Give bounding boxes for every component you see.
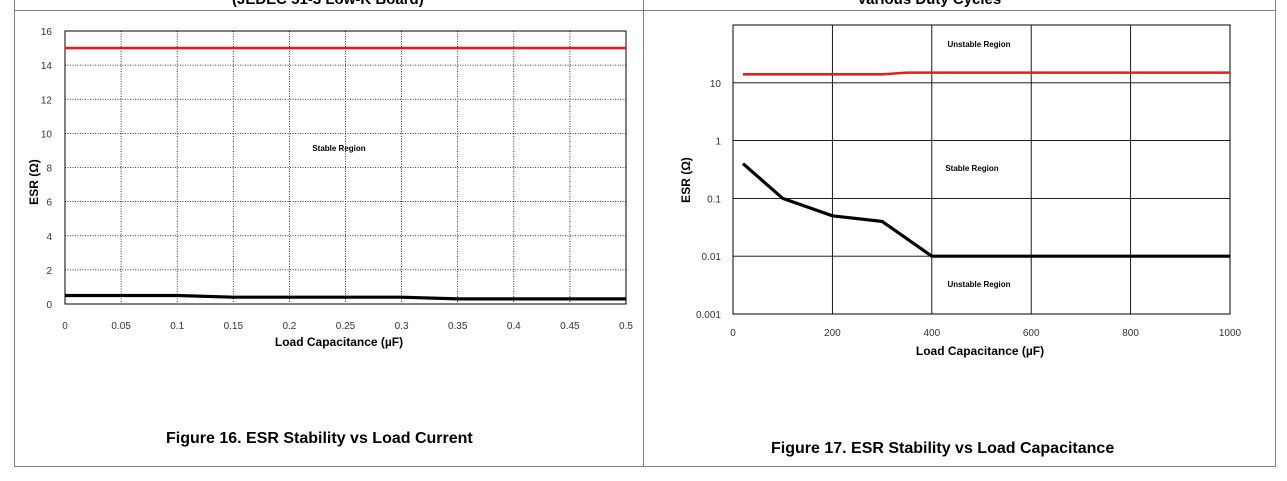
y-tick-label: 0.001 bbox=[696, 310, 721, 321]
figure-divider bbox=[643, 0, 644, 466]
series-line-esr bbox=[741, 162, 1230, 258]
series-group bbox=[741, 71, 1230, 258]
figure-16-caption: Figure 16. ESR Stability vs Load Current bbox=[166, 430, 473, 447]
annotation-stable-region: Stable Region bbox=[312, 144, 365, 153]
x-axis-label: Load Capacitance (µF) bbox=[916, 344, 1044, 358]
header-rule bbox=[14, 10, 1275, 11]
x-tick-label: 0.2 bbox=[282, 321, 296, 332]
left-header: (JEDEC 51-3 Low-K Board) bbox=[232, 0, 424, 8]
y-tick-label: 0 bbox=[46, 300, 52, 311]
annotation-unstable-region-bottom: Unstable Region bbox=[947, 280, 1010, 289]
y-tick-labels: 0.001 0.01 0.1 1 10 bbox=[696, 79, 721, 321]
chart-esr-vs-load-current: 0 0.05 0.1 0.15 0.2 0.25 0.3 0.35 0.4 0.45 0.5 0 2 4… bbox=[27, 27, 633, 349]
figure-frame bbox=[14, 0, 1276, 467]
annotation-stable-region: Stable Region bbox=[945, 164, 998, 173]
x-tick-label: 0 bbox=[62, 321, 68, 332]
x-tick-label: 0.15 bbox=[224, 321, 244, 332]
y-tick-label: 0.1 bbox=[707, 194, 721, 205]
y-tick-label: 10 bbox=[710, 79, 722, 90]
series-group bbox=[65, 46, 626, 301]
x-tick-label: 0.1 bbox=[170, 321, 184, 332]
y-tick-label: 2 bbox=[46, 266, 52, 277]
x-tick-label: 800 bbox=[1122, 328, 1139, 339]
x-tick-label: 0.4 bbox=[507, 321, 521, 332]
y-tick-label: 8 bbox=[46, 164, 52, 175]
region-annotations: Unstable Region Stable Region Unstable Reg… bbox=[945, 40, 1010, 289]
series-line-limit bbox=[742, 71, 1230, 76]
y-tick-label: 16 bbox=[41, 27, 53, 38]
figure-17-caption: Figure 17. ESR Stability vs Load Capacit… bbox=[771, 440, 1115, 457]
x-tick-label: 400 bbox=[923, 328, 940, 339]
y-tick-label: 0.01 bbox=[702, 252, 722, 263]
x-tick-label: 200 bbox=[824, 328, 841, 339]
right-header: Various Duty Cycles bbox=[857, 0, 1001, 8]
y-tick-label: 1 bbox=[715, 137, 721, 148]
y-axis-label: ESR (Ω) bbox=[679, 157, 693, 203]
y-axis-label: ESR (Ω) bbox=[27, 159, 41, 205]
y-tick-label: 12 bbox=[41, 95, 53, 106]
x-tick-label: 0.05 bbox=[111, 321, 131, 332]
y-tick-labels: 0 2 4 6 8 10 12 14 16 bbox=[41, 27, 53, 311]
x-tick-labels: 0 0.05 0.1 0.15 0.2 0.25 0.3 0.35 0.4 0.45 0.5 bbox=[62, 321, 633, 332]
x-tick-label: 0 bbox=[730, 328, 736, 339]
series-line-esr bbox=[65, 293, 626, 301]
y-tick-label: 10 bbox=[41, 129, 53, 140]
x-tick-labels: 0 200 400 600 800 1000 bbox=[730, 328, 1241, 339]
chart-esr-vs-load-capacitance: 0 200 400 600 800 1000 0.001 0.01 0.1 1 10 Unstab… bbox=[679, 24, 1242, 358]
y-tick-label: 6 bbox=[46, 198, 52, 209]
y-tick-label: 4 bbox=[46, 232, 52, 243]
x-tick-label: 0.5 bbox=[619, 321, 633, 332]
annotation-unstable-region-top: Unstable Region bbox=[947, 40, 1010, 49]
grid bbox=[64, 30, 627, 305]
x-tick-label: 0.45 bbox=[560, 321, 580, 332]
x-tick-label: 0.3 bbox=[395, 321, 409, 332]
x-tick-label: 600 bbox=[1023, 328, 1040, 339]
x-tick-label: 1000 bbox=[1219, 328, 1242, 339]
x-tick-label: 0.35 bbox=[448, 321, 468, 332]
y-tick-label: 14 bbox=[41, 61, 53, 72]
x-axis-label: Load Capacitance (µF) bbox=[275, 335, 403, 349]
x-tick-label: 0.25 bbox=[336, 321, 356, 332]
